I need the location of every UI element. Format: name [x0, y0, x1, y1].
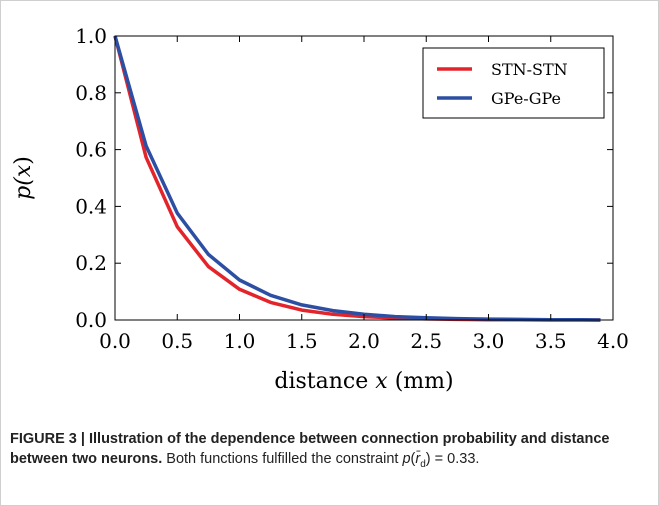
legend-label-stn: STN-STN: [491, 60, 568, 79]
legend-label-gpe: GPe-GPe: [491, 89, 561, 108]
y-tick-label: 0.2: [75, 251, 107, 275]
legend-box: [422, 47, 605, 119]
y-axis-label-p: p(: [11, 177, 36, 200]
chart: 0.0 0.5 1.0 1.5 2.0 2.5 3.0 3.5 4.0 0.0 0.2 0.4 0.6 0…: [11, 24, 629, 394]
ticks-layer: 0.0 0.5 1.0 1.5 2.0 2.5 3.0 3.5 4.0 0.0 0.2 0.4 0.6 0…: [75, 24, 629, 353]
y-axis-label: p(x): [11, 156, 36, 200]
x-axis-label: distance x (mm): [274, 369, 453, 394]
legend: STN-STN GPe-GPe: [422, 47, 605, 119]
y-tick-label: 1.0: [75, 24, 107, 48]
x-tick-label: 1.5: [286, 329, 318, 353]
x-tick-label: 4.0: [597, 329, 629, 353]
caption-formula-open: (: [410, 451, 416, 467]
x-axis-label-var: x: [375, 369, 388, 394]
caption-formula-close: ): [425, 451, 431, 467]
x-tick-label: 1.0: [224, 329, 256, 353]
y-axis-label-close: ): [11, 156, 36, 165]
y-tick-label: 0.0: [75, 308, 107, 332]
y-tick-label: 0.8: [75, 81, 107, 105]
x-tick-label: 0.0: [99, 329, 131, 353]
y-axis-label-var: x: [11, 164, 36, 177]
caption-formula-p: p: [402, 451, 411, 467]
x-axis-label-main: distance: [274, 369, 368, 394]
caption-formula-eq: = 0.33.: [430, 451, 480, 467]
caption-formula-sub: d: [420, 458, 426, 470]
x-tick-label: 2.0: [348, 329, 380, 353]
caption-formula-r: r̄: [415, 451, 421, 467]
x-tick-label: 3.5: [535, 329, 567, 353]
y-tick-label: 0.4: [75, 194, 107, 218]
caption-body: Both functions fulfilled the constraint: [162, 451, 403, 467]
x-tick-label: 2.5: [410, 329, 442, 353]
x-axis-label-unit: (mm): [395, 369, 454, 394]
x-tick-label: 3.0: [473, 329, 505, 353]
x-tick-label: 0.5: [161, 329, 193, 353]
y-tick-label: 0.6: [75, 138, 107, 162]
figure-caption: FIGURE 3 | Illustration of the dependenc…: [10, 429, 646, 469]
caption-title: FIGURE 3 | Illustration of the dependenc…: [10, 431, 610, 467]
